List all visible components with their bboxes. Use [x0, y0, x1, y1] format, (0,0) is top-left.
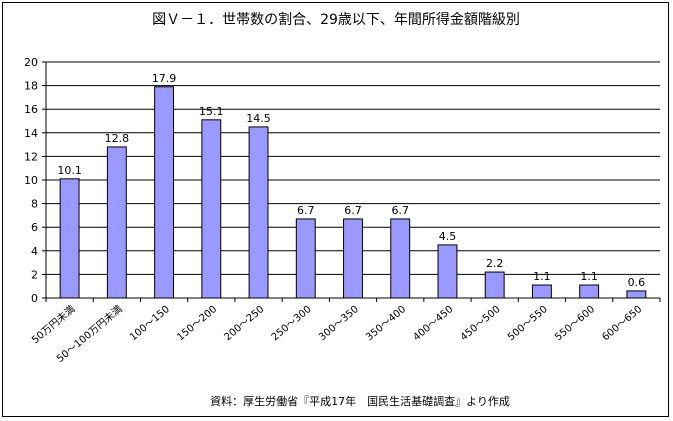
y-tick-label: 8: [31, 198, 38, 211]
y-tick-label: 14: [24, 127, 38, 140]
data-label: 0.6: [628, 276, 646, 289]
x-tick-label: 300～350: [317, 304, 361, 343]
x-tick-label: 100～150: [128, 304, 172, 343]
x-tick-label: 50万円未満: [29, 303, 77, 346]
x-tick-label: 400～450: [411, 304, 455, 343]
bar: [343, 218, 363, 299]
x-tick-label: 150～200: [175, 304, 219, 343]
data-label: 15.1: [199, 105, 224, 118]
bar: [248, 126, 269, 299]
y-tick-label: 0: [31, 292, 38, 305]
bar: [201, 119, 222, 299]
x-tick-label: 600～650: [600, 304, 644, 343]
data-label: 6.7: [391, 204, 409, 217]
x-tick-label: 350～400: [364, 304, 408, 343]
y-tick-label: 20: [24, 56, 38, 69]
x-tick-label: 550～600: [553, 304, 597, 343]
bar: [59, 178, 80, 299]
x-tick-label: 500～550: [506, 304, 550, 343]
bar: [626, 290, 647, 299]
data-label: 1.1: [533, 270, 551, 283]
data-label: 6.7: [297, 204, 315, 217]
data-label: 2.2: [486, 257, 504, 270]
y-tick-label: 4: [31, 245, 38, 258]
data-label: 12.8: [105, 132, 130, 145]
chart-title: 図Ｖ－１．世帯数の割合、29歳以下、年間所得金額階級別: [152, 11, 520, 28]
x-tick-label: 450～500: [459, 304, 503, 343]
data-label: 10.1: [57, 164, 82, 177]
bar: [484, 271, 505, 299]
y-tick-label: 16: [24, 103, 38, 116]
data-label: 6.7: [344, 204, 362, 217]
y-tick-label: 18: [24, 80, 38, 93]
bar: [579, 284, 600, 299]
data-label: 1.1: [580, 270, 598, 283]
data-label: 14.5: [246, 112, 271, 125]
chart-source: 資料：厚生労働省『平成17年 国民生活基礎調査』より作成: [210, 394, 510, 408]
y-tick-label: 2: [31, 268, 38, 281]
y-tick-label: 6: [31, 221, 38, 234]
x-tick-label: 200～250: [222, 304, 266, 343]
bar: [390, 218, 411, 299]
data-label: 17.9: [152, 72, 177, 85]
bar: [437, 244, 458, 299]
x-tick-label: 250～300: [270, 304, 314, 343]
bar: [106, 146, 127, 299]
bar: [295, 218, 316, 299]
data-label: 4.5: [439, 230, 457, 243]
y-tick-label: 10: [24, 174, 38, 187]
bar: [154, 86, 175, 299]
bar: [531, 284, 552, 299]
y-tick-label: 12: [24, 150, 38, 163]
